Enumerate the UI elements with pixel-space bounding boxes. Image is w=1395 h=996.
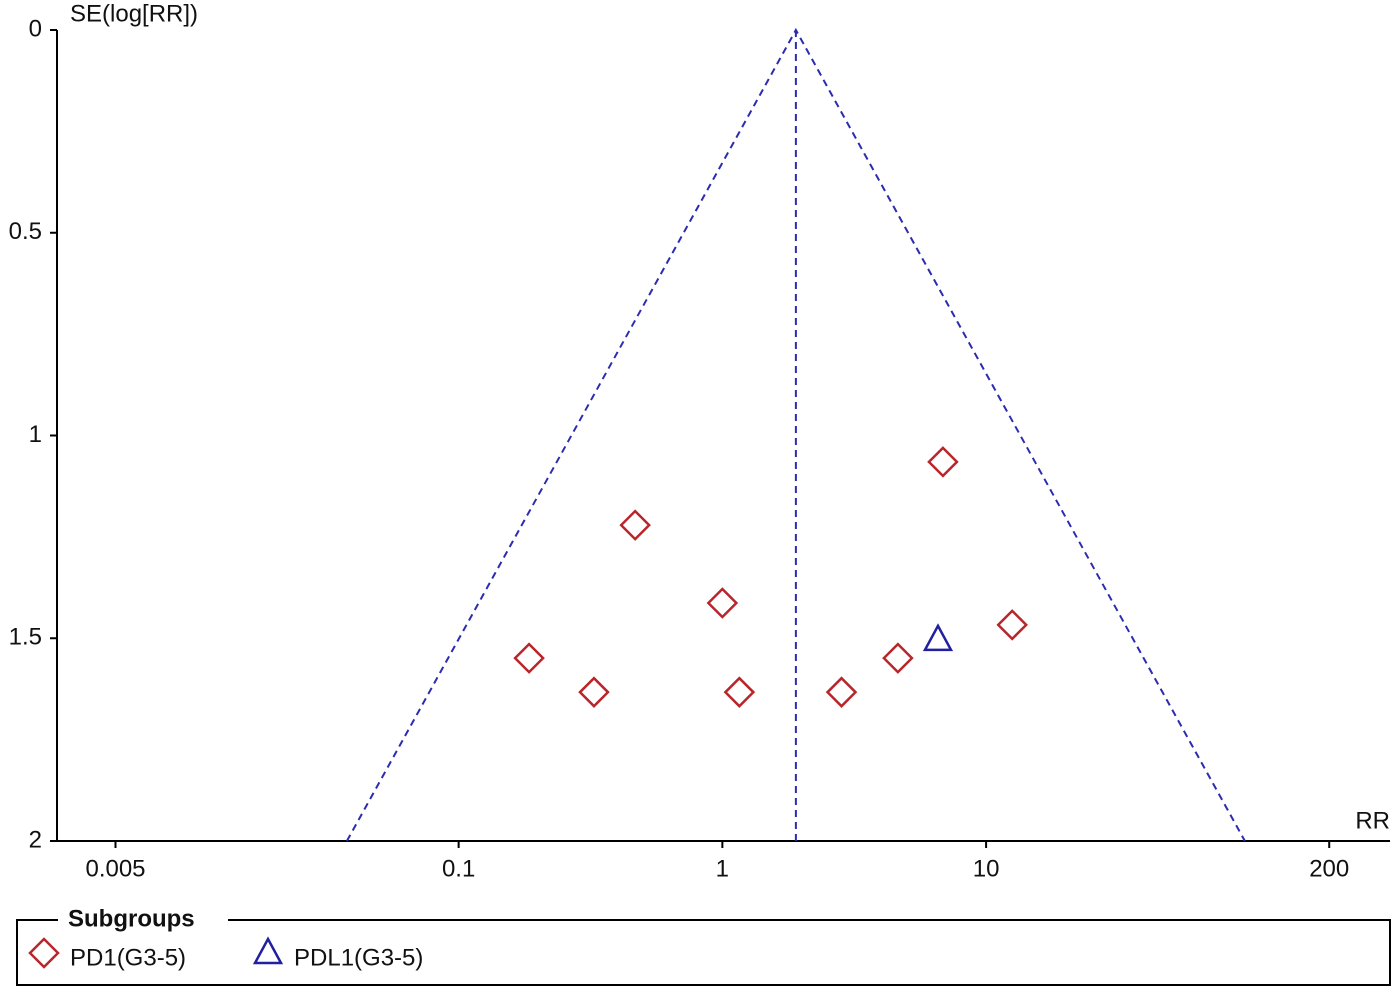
data-point xyxy=(996,609,1028,641)
legend-title-bg xyxy=(58,905,228,935)
y-tick-label: 2 xyxy=(29,826,42,853)
y-axis-label: SE(log[RR]) xyxy=(70,0,198,27)
legend-label: PD1(G3-5) xyxy=(70,944,186,971)
x-axis-label: RR xyxy=(1355,807,1390,834)
data-point xyxy=(706,587,739,619)
x-tick-label: 10 xyxy=(973,855,1000,882)
data-point xyxy=(825,676,858,708)
y-tick-label: 0 xyxy=(29,15,42,42)
y-tick-label: 0.5 xyxy=(9,218,42,245)
legend-box xyxy=(16,919,1391,986)
data-point xyxy=(619,509,651,541)
legend-marker xyxy=(28,937,60,969)
x-tick-label: 0.005 xyxy=(85,855,145,882)
legend-marker xyxy=(252,936,284,965)
x-tick-label: 1 xyxy=(716,855,729,882)
data-point xyxy=(513,642,545,674)
data-point xyxy=(723,676,756,708)
data-point xyxy=(578,676,610,708)
y-tick-label: 1 xyxy=(29,421,42,448)
y-tick-label: 1.5 xyxy=(9,624,42,651)
funnel-limits xyxy=(346,27,1246,842)
legend-title: Subgroups xyxy=(68,905,195,932)
data-point xyxy=(927,446,959,478)
x-tick-label: 200 xyxy=(1309,855,1349,882)
data-point xyxy=(922,623,954,652)
x-tick-label: 0.1 xyxy=(442,855,475,882)
data-point xyxy=(882,642,914,674)
legend-label: PDL1(G3-5) xyxy=(294,944,423,971)
